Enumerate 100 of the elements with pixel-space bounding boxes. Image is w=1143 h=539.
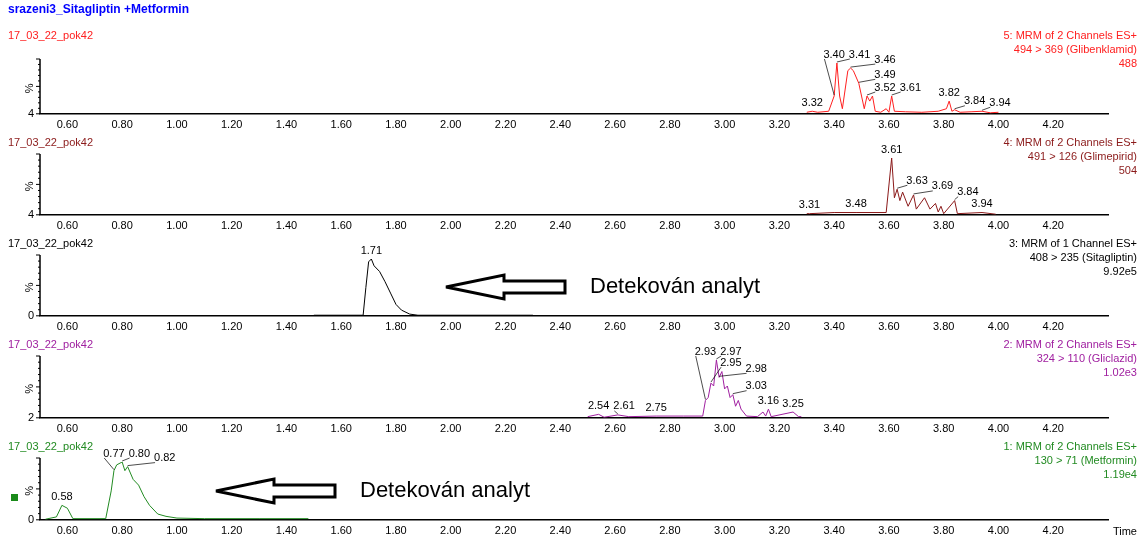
x-tick-label: 1.40 xyxy=(275,219,298,232)
x-tick-label: 1.60 xyxy=(330,219,352,232)
text: 0 xyxy=(27,308,34,321)
x-tick-label: 0.60 xyxy=(56,219,79,232)
annotation: 3.48 xyxy=(845,197,867,210)
x-tick-label: 1.00 xyxy=(166,524,188,537)
x-tick-label: 2.40 xyxy=(549,422,572,435)
x-tick-label: 3.40 xyxy=(823,422,845,435)
y-axis-title: % xyxy=(23,83,36,94)
annotation: 3.52 xyxy=(874,80,896,93)
x-tick-label: 1.40 xyxy=(275,118,298,131)
x-tick-label: 1.80 xyxy=(385,118,407,131)
x-tick-label: 3.40 xyxy=(823,320,845,333)
text: 488 xyxy=(1118,57,1137,70)
x-tick-label: 4.00 xyxy=(987,422,1010,435)
annotation: 3.32 xyxy=(801,95,823,108)
x-tick-label: 3.80 xyxy=(932,422,955,435)
x-tick-label: 3.80 xyxy=(932,118,955,131)
text: 0 xyxy=(27,512,34,525)
x-tick-label: 2.60 xyxy=(604,524,626,537)
x-tick-label: 4.20 xyxy=(1042,118,1064,131)
text: 494 > 369 (Glibenklamid) xyxy=(1013,43,1137,56)
x-tick-label: 2.80 xyxy=(659,219,681,232)
annotation: 1.19e4 xyxy=(1103,468,1137,481)
text: 4: MRM of 2 Channels ES+ xyxy=(1003,136,1137,149)
x-tick-label: 2.20 xyxy=(494,422,517,435)
chart-title: 17_03_22_pok42 xyxy=(8,440,94,453)
annotation: 3.63 xyxy=(906,173,928,186)
annotation: 3.03 xyxy=(745,379,767,392)
x-tick-label: 0.60 xyxy=(56,320,79,333)
x-tick-label: 2.00 xyxy=(440,524,462,537)
x-tick-label: 1.60 xyxy=(330,320,352,333)
x-tick-label: 1.40 xyxy=(275,422,298,435)
text: 5: MRM of 2 Channels ES+ xyxy=(1003,29,1137,42)
x-tick-label: 1.80 xyxy=(385,219,407,232)
y-axis-title: % xyxy=(23,383,36,394)
x-tick-label: 2.80 xyxy=(659,118,681,131)
annotation: 3.31 xyxy=(798,197,821,210)
x-tick-label: 2.00 xyxy=(440,118,462,131)
chart-title: 17_03_22_pok42 xyxy=(8,338,94,351)
x-tick-label: 2.00 xyxy=(440,219,462,232)
annotation: 3.84 xyxy=(957,185,979,198)
annotation: 3.82 xyxy=(938,85,960,98)
text: 4 xyxy=(27,106,34,119)
x-tick-label: 4.00 xyxy=(987,118,1010,131)
x-tick-label: 1.40 xyxy=(275,524,298,537)
x-tick-label: 3.40 xyxy=(823,524,845,537)
x-tick-label: 1.40 xyxy=(275,320,298,333)
x-tick-label: 1.20 xyxy=(220,422,243,435)
x-tick-label: 1.00 xyxy=(166,219,188,232)
annotation: 2.93 xyxy=(694,344,717,357)
annotation: 2.97 xyxy=(720,344,742,357)
text: 2: MRM of 2 Channels ES+ xyxy=(1003,338,1137,351)
x-tick-label: 3.00 xyxy=(713,320,736,333)
annotation: 2.98 xyxy=(745,361,767,374)
x-tick-label: 4.20 xyxy=(1042,524,1064,537)
x-tick-label: 3.20 xyxy=(768,118,791,131)
annotation: 3.46 xyxy=(874,52,896,65)
text: 3: MRM of 1 Channel ES+ xyxy=(1008,237,1137,250)
x-tick-label: 2.80 xyxy=(659,320,681,333)
annotation: Detekován analyt xyxy=(590,273,760,299)
x-tick-label: 3.60 xyxy=(878,320,900,333)
x-tick-label: 1.00 xyxy=(166,422,188,435)
x-tick-label: 4.00 xyxy=(987,320,1010,333)
x-tick-label: 2.20 xyxy=(494,219,517,232)
y-axis-title: % xyxy=(23,282,36,293)
annotation: 3.25 xyxy=(782,396,804,409)
x-tick-label: 1.80 xyxy=(385,320,407,333)
x-tick-label: 0.80 xyxy=(111,422,133,435)
x-tick-label: 2.80 xyxy=(659,524,681,537)
y-axis-title: % xyxy=(23,485,36,496)
x-tick-label: 1.60 xyxy=(330,118,352,131)
x-tick-label: 0.80 xyxy=(111,219,133,232)
x-tick-label: 3.20 xyxy=(768,524,791,537)
annotation: 1.71 xyxy=(360,243,383,256)
annotation: 2.61 xyxy=(613,399,635,412)
text: 504 xyxy=(1118,164,1137,177)
x-tick-label: 1.00 xyxy=(166,320,188,333)
annotation: 0.58 xyxy=(51,489,73,502)
x-tick-label: 2.60 xyxy=(604,219,626,232)
annotation: 3.94 xyxy=(989,95,1011,108)
annotation: 324 > 110 (Gliclazid) xyxy=(1036,352,1137,365)
x-tick-label: 0.60 xyxy=(56,118,79,131)
x-tick-label: 3.00 xyxy=(713,118,736,131)
x-tick-label: 1.80 xyxy=(385,524,407,537)
annotation: 3.16 xyxy=(757,393,780,406)
x-tick-label: 1.60 xyxy=(330,524,352,537)
x-tick-label: 3.60 xyxy=(878,524,900,537)
x-tick-label: 0.60 xyxy=(56,524,79,537)
annotation: 3.69 xyxy=(931,179,954,192)
x-tick-label: 3.00 xyxy=(713,524,736,537)
x-tick-label: 4.00 xyxy=(987,219,1010,232)
text: 1: MRM of 2 Channels ES+ xyxy=(1003,440,1137,453)
annotation: 3.94 xyxy=(971,197,993,210)
x-tick-label: 1.20 xyxy=(220,524,243,537)
x-tick-label: 2.20 xyxy=(494,118,517,131)
annotation: 0.77 xyxy=(103,446,125,459)
x-tick-label: 2.40 xyxy=(549,320,572,333)
annotation: 3.84 xyxy=(963,94,986,107)
annotation: 0.80 xyxy=(128,446,151,459)
